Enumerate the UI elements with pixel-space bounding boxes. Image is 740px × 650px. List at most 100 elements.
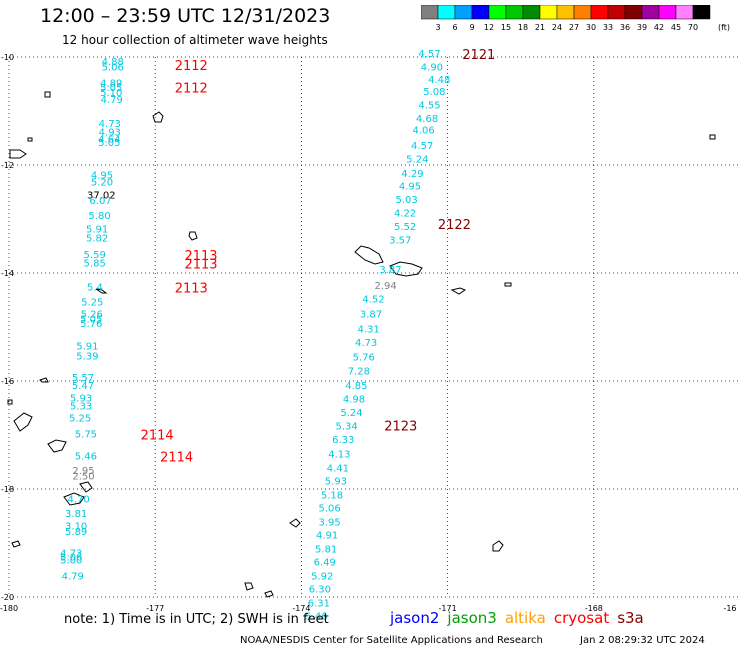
mission-jason3: jason3 bbox=[447, 609, 497, 627]
pass-time-label: 2121 bbox=[462, 48, 495, 63]
scale-label: 36 bbox=[620, 23, 630, 32]
scale-label: 12 bbox=[484, 23, 494, 32]
wave-height-label: 5.39 bbox=[76, 351, 98, 362]
wave-height-label: 4.31 bbox=[357, 324, 379, 335]
map-subtitle: 12 hour collection of altimeter wave hei… bbox=[62, 33, 328, 47]
wave-height-label: 4.79 bbox=[62, 572, 84, 583]
scale-unit: (ft) bbox=[718, 23, 730, 32]
mission-legend: jason2 jason3 altika cryosat s3a bbox=[390, 609, 652, 627]
pass-time-label: 2113 bbox=[175, 281, 208, 296]
wave-height-label: 5.46 bbox=[305, 612, 327, 623]
wave-height-label: 5.08 bbox=[423, 87, 445, 98]
wave-height-label: 5.93 bbox=[70, 394, 92, 405]
lon-tick-label: -168 bbox=[585, 604, 603, 613]
wave-height-label: 4.79 bbox=[101, 95, 123, 106]
lat-tick-label: -18 bbox=[1, 485, 14, 494]
wave-height-label: 5.85 bbox=[84, 259, 106, 270]
wave-height-label: 5.10 bbox=[100, 88, 122, 99]
wave-height-label: 4.91 bbox=[316, 531, 338, 542]
wave-height-label: 4.73 bbox=[99, 119, 121, 130]
scale-label: 39 bbox=[637, 23, 647, 32]
pass-time-label: 2114 bbox=[160, 450, 193, 465]
scale-label: 42 bbox=[654, 23, 664, 32]
wave-height-label: 4.57 bbox=[411, 141, 433, 152]
wave-height-label: 2.50 bbox=[72, 471, 94, 482]
scale-label: 15 bbox=[501, 23, 511, 32]
wave-height-label: 4.93 bbox=[99, 127, 121, 138]
wave-height-label: 4.95 bbox=[399, 181, 421, 192]
island-outline bbox=[11, 540, 21, 548]
wave-height-label: 5.52 bbox=[394, 222, 416, 233]
wave-height-label: 5.47 bbox=[72, 381, 94, 392]
island-outline bbox=[7, 399, 13, 405]
scale-label: 3 bbox=[435, 23, 440, 32]
lon-tick-label: -16 bbox=[723, 604, 736, 613]
wave-height-label: 5.24 bbox=[406, 154, 428, 165]
wave-height-label: 3.95 bbox=[318, 518, 340, 529]
wave-height-label: 4.52 bbox=[362, 295, 384, 306]
wave-height-label: 2.94 bbox=[375, 281, 397, 292]
wave-height-label: 4.41 bbox=[327, 464, 349, 475]
units-note: note: 1) Time is in UTC; 2) SWH is in fe… bbox=[64, 612, 329, 627]
wave-height-label: 5.59 bbox=[84, 250, 106, 261]
wave-height-label: 5.20 bbox=[91, 178, 113, 189]
pass-time-label: 2113 bbox=[184, 258, 217, 273]
wave-height-label: 5.4 bbox=[87, 282, 103, 293]
scale-label: 45 bbox=[671, 23, 681, 32]
wave-height-label: 5.05 bbox=[80, 315, 102, 326]
wave-height-label: 5.25 bbox=[81, 297, 103, 308]
wave-height-label: 4.06 bbox=[413, 126, 435, 137]
lon-tick-label: -171 bbox=[439, 604, 457, 613]
wave-height-label: 4.48 bbox=[428, 75, 450, 86]
wave-height-label: 3.81 bbox=[65, 509, 87, 520]
island-outline bbox=[39, 377, 49, 383]
wave-height-label: 4.89 bbox=[100, 79, 122, 90]
wave-height-label: 5.05 bbox=[100, 83, 122, 94]
scale-label: 18 bbox=[518, 23, 528, 32]
wave-height-label: 37.02 bbox=[87, 190, 116, 201]
wave-height-label: 4.98 bbox=[343, 395, 365, 406]
wave-height-label: 5.75 bbox=[75, 430, 97, 441]
scale-label: 33 bbox=[603, 23, 613, 32]
lat-tick-label: -20 bbox=[1, 593, 14, 602]
lat-tick-label: -14 bbox=[1, 269, 14, 278]
island-outline bbox=[492, 540, 504, 552]
wave-height-label: 5.91 bbox=[76, 342, 98, 353]
wave-height-label: 5.89 bbox=[65, 527, 87, 538]
island-outline bbox=[504, 282, 512, 287]
wave-height-label: 6.30 bbox=[309, 585, 331, 596]
timestamp-text: Jan 2 08:29:32 UTC 2024 bbox=[580, 635, 705, 646]
wave-height-label: 4.55 bbox=[418, 100, 440, 111]
island-outline bbox=[450, 287, 467, 295]
wave-height-label: 5.93 bbox=[325, 477, 347, 488]
wave-height-label: 5.34 bbox=[336, 422, 358, 433]
island-outline bbox=[188, 231, 198, 241]
color-scale-legend: 3 6 9 12 15 18 21 24 27 30 33 36 39 42 45 70 (ft) bbox=[421, 5, 730, 32]
wave-height-label: 5.00 bbox=[60, 556, 82, 567]
island-outline bbox=[152, 111, 164, 123]
wave-height-label: 5.03 bbox=[395, 195, 417, 206]
wave-height-label: 5.81 bbox=[315, 545, 337, 556]
island-outline bbox=[354, 245, 384, 265]
island-outline bbox=[244, 582, 254, 591]
wave-height-label: 4.95 bbox=[91, 171, 113, 182]
wave-height-label: 4.13 bbox=[328, 450, 350, 461]
island-outline bbox=[709, 134, 716, 140]
scale-label: 30 bbox=[586, 23, 596, 32]
wave-height-label: 5.76 bbox=[80, 319, 102, 330]
wave-height-label: 5.80 bbox=[88, 211, 110, 222]
wave-height-label: 3.87 bbox=[360, 309, 382, 320]
scale-label: 21 bbox=[535, 23, 545, 32]
wave-height-label: 4.85 bbox=[345, 381, 367, 392]
wave-height-label: 4.73 bbox=[60, 549, 82, 560]
wave-height-label: 6.07 bbox=[89, 196, 111, 207]
axis-ticks: -180 -177 -174 -171 -168 -16 -10 -12 -14 -16 -18 -2… bbox=[0, 53, 737, 613]
mission-altika: altika bbox=[504, 609, 546, 627]
wave-height-label: 5.57 bbox=[72, 373, 94, 384]
wave-height-label: 5.06 bbox=[102, 63, 124, 74]
island-outline bbox=[389, 261, 423, 277]
lat-tick-label: -12 bbox=[1, 161, 14, 170]
wave-height-label: 5.25 bbox=[69, 414, 91, 425]
scale-label: 27 bbox=[569, 23, 579, 32]
island-outline bbox=[289, 518, 301, 528]
